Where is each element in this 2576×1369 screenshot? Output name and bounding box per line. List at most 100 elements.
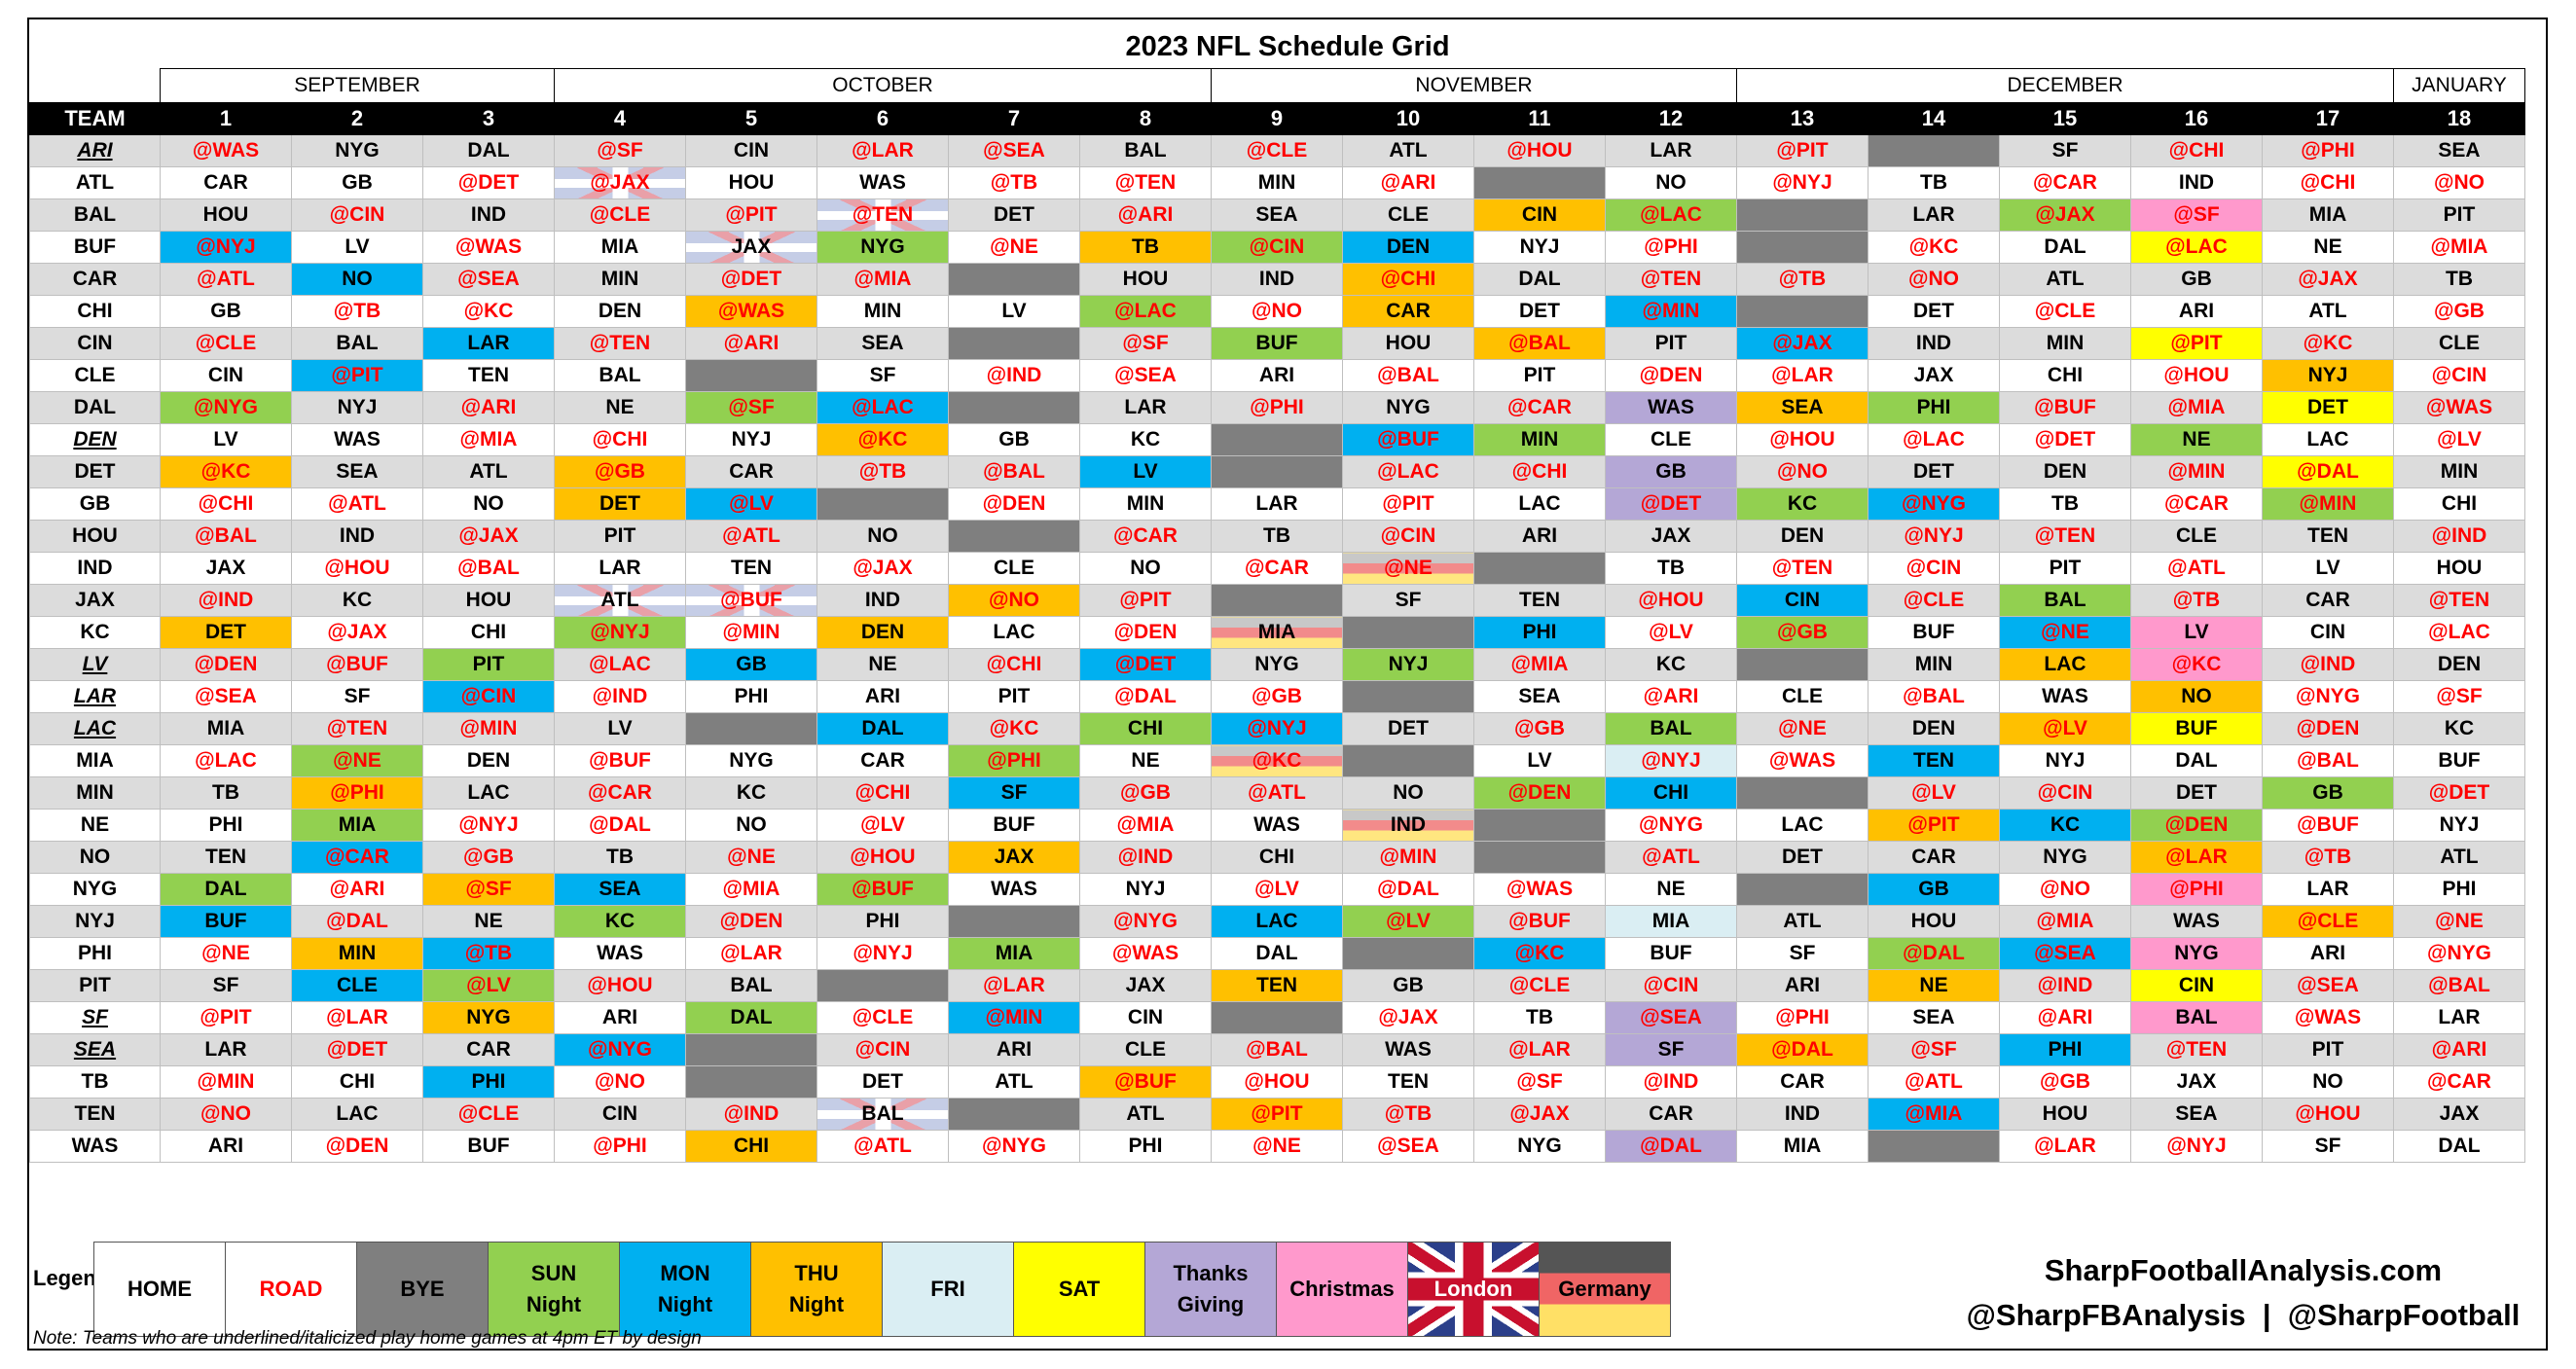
game-cell: @LAC: [1868, 423, 2000, 456]
game-cell: CHI: [1605, 776, 1737, 810]
game-cell: @WAS: [685, 295, 817, 328]
bye-cell: [1736, 295, 1869, 328]
game-cell: @ARI: [291, 873, 423, 906]
team-row: WAS ARI @DEN BUF @PHI CHI @ATL @NYG PHI @NE @SEA NY…: [29, 1130, 2525, 1163]
game-cell: @NO: [948, 584, 1080, 617]
legend-bye: BYE: [356, 1242, 489, 1337]
game-cell: @WAS: [1473, 873, 1606, 906]
game-cell: @NE: [1736, 712, 1869, 745]
game-cell: MIN: [1868, 648, 2000, 681]
game-cell: @TEN: [816, 198, 949, 232]
game-cell: @SF: [1868, 1033, 2000, 1066]
game-cell: @KC: [1868, 231, 2000, 264]
game-cell: @LAC: [2393, 616, 2525, 649]
game-cell: JAX: [160, 552, 292, 585]
game-cell: @MIN: [2130, 455, 2263, 488]
week-header: 12: [1605, 102, 1737, 135]
team-name: WAS: [29, 1130, 161, 1163]
game-cell: @NE: [291, 744, 423, 777]
game-cell: @TB: [1342, 1098, 1474, 1131]
game-cell: @KC: [816, 423, 949, 456]
game-cell: NYJ: [1999, 744, 2131, 777]
game-cell: @TB: [422, 937, 555, 970]
game-cell: @DAL: [1868, 937, 2000, 970]
team-name: DET: [29, 455, 161, 488]
game-cell: BUF: [1211, 327, 1343, 360]
game-cell: LAR: [422, 327, 555, 360]
game-cell: @BUF: [2262, 809, 2394, 842]
bye-cell: [685, 712, 817, 745]
game-cell: @HOU: [554, 969, 686, 1002]
game-cell: ATL: [948, 1065, 1080, 1099]
game-cell: DEN: [422, 744, 555, 777]
game-cell: DET: [1342, 712, 1474, 745]
game-cell: DAL: [816, 712, 949, 745]
game-cell: @PHI: [291, 776, 423, 810]
team-row: LAC MIA @TEN @MIN LV DAL @KC CHI @NYJ DET @GB BAL @N…: [29, 712, 2525, 745]
game-cell: NO: [1342, 776, 1474, 810]
game-cell: @IND: [1999, 969, 2131, 1002]
game-cell: NYG: [816, 231, 949, 264]
team-name: LV: [29, 648, 161, 681]
game-cell: @LV: [816, 809, 949, 842]
game-cell: LAR: [2393, 1001, 2525, 1034]
bye-cell: [948, 520, 1080, 553]
game-cell: @NO: [1736, 455, 1869, 488]
game-cell: @CLE: [2262, 905, 2394, 938]
game-cell: @KC: [2262, 327, 2394, 360]
game-cell: CIN: [1473, 198, 1606, 232]
game-cell: HOU: [160, 198, 292, 232]
legend-home-label: HOME: [127, 1277, 192, 1301]
month-header: NOVEMBER: [1211, 68, 1737, 103]
game-cell: @CAR: [554, 776, 686, 810]
team-row: DAL @NYG NYJ @ARI NE @SF @LAC LAR @PHI NYG @CAR WAS…: [29, 391, 2525, 424]
team-name: NYJ: [29, 905, 161, 938]
game-cell: IND: [816, 584, 949, 617]
game-cell: WAS: [1342, 1033, 1474, 1066]
game-cell: PHI: [160, 809, 292, 842]
legend-fri: FRI: [882, 1242, 1014, 1337]
game-cell: @NE: [1211, 1130, 1343, 1163]
game-cell: @NO: [1868, 263, 2000, 296]
game-cell: LV: [948, 295, 1080, 328]
game-cell: @CHI: [1473, 455, 1606, 488]
game-cell: HOU: [1999, 1098, 2131, 1131]
team-name: DAL: [29, 391, 161, 424]
game-cell: WAS: [1999, 680, 2131, 713]
game-cell: SF: [1605, 1033, 1737, 1066]
team-name: NYG: [29, 873, 161, 906]
game-cell: @LV: [1868, 776, 2000, 810]
game-cell: @CIN: [422, 680, 555, 713]
team-name: CHI: [29, 295, 161, 328]
game-cell: @PIT: [291, 359, 423, 392]
team-row: MIN TB @PHI LAC @CAR KC @CHI SF @GB @ATL NO @DEN CHI…: [29, 776, 2525, 810]
team-name: JAX: [29, 584, 161, 617]
game-cell: MIA: [291, 809, 423, 842]
game-cell: PIT: [1605, 327, 1737, 360]
game-cell: @CAR: [1211, 552, 1343, 585]
game-cell: @GB: [2393, 295, 2525, 328]
game-cell: @PIT: [1342, 487, 1474, 521]
game-cell: @CLE: [554, 198, 686, 232]
game-cell: @LAC: [816, 391, 949, 424]
game-cell: @MIA: [1473, 648, 1606, 681]
game-cell: @DAL: [1079, 680, 1212, 713]
game-cell: @CLE: [816, 1001, 949, 1034]
game-cell: CHI: [2393, 487, 2525, 521]
game-cell: PHI: [1868, 391, 2000, 424]
bye-cell: [1736, 198, 1869, 232]
game-cell: @HOU: [2130, 359, 2263, 392]
game-cell: @NO: [554, 1065, 686, 1099]
game-cell: TEN: [1211, 969, 1343, 1002]
game-cell: @MIA: [1868, 1098, 2000, 1131]
game-cell: NE: [422, 905, 555, 938]
game-cell: @NYG: [2262, 680, 2394, 713]
game-cell: TEN: [1473, 584, 1606, 617]
week-header: 2: [291, 102, 423, 135]
game-cell: @CIN: [1605, 969, 1737, 1002]
game-cell: LV: [554, 712, 686, 745]
bye-cell: [1868, 134, 2000, 167]
game-cell: @MIA: [2393, 231, 2525, 264]
game-cell: ATL: [1999, 263, 2131, 296]
game-cell: KC: [1079, 423, 1212, 456]
